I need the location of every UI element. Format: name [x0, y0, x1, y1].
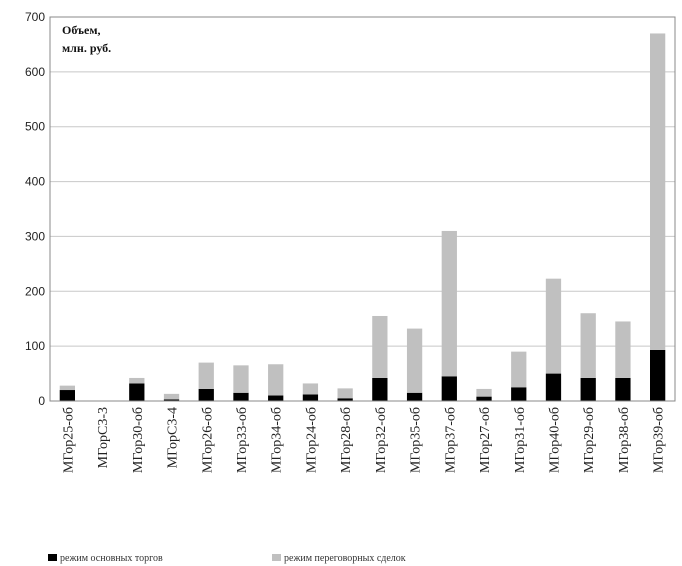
bar-segment-negotiated — [268, 364, 284, 396]
bar-segment-main — [372, 377, 388, 401]
legend: режим основных торгов режим переговорных… — [48, 553, 406, 564]
legend-label-negotiated: режим переговорных сделок — [284, 553, 406, 564]
x-tick-label: МГор33-об — [235, 407, 250, 473]
unit-label-line2: млн. руб. — [62, 41, 111, 55]
bar-segment-main — [233, 392, 249, 401]
x-tick-label: МГор24-об — [304, 407, 319, 473]
bar-segment-negotiated — [129, 377, 145, 384]
x-tick-label: МГор28-об — [339, 407, 354, 473]
x-tick-label: МГор35-об — [409, 407, 424, 473]
x-tick-label: МГор38-об — [617, 407, 632, 473]
x-tick-label: МГор30-об — [131, 407, 146, 473]
y-tick-label: 0 — [38, 394, 45, 408]
bar-segment-negotiated — [59, 385, 75, 391]
plot-frame — [49, 16, 676, 402]
y-tick-label: 200 — [25, 284, 45, 298]
bar-segment-main — [650, 349, 666, 401]
bar-segment-negotiated — [198, 362, 214, 389]
x-tick-label: МГор31-об — [513, 407, 528, 473]
x-tick-labels: МГор25-об МГорС3-3 МГор30-об МГорС3-4 МГор26… — [61, 407, 666, 473]
y-tick-labels: 0 100 200 300 400 500 600 700 — [25, 10, 45, 408]
bar-segment-main — [337, 398, 353, 401]
unit-label-line1: Объем, — [62, 23, 101, 37]
x-tick-label: МГор32-об — [374, 407, 389, 473]
bar-segment-main — [476, 396, 492, 401]
bar-segment-main — [441, 376, 457, 401]
bar-segment-negotiated — [511, 351, 527, 388]
x-tick-label: МГор34-об — [270, 407, 285, 473]
y-tick-label: 100 — [25, 339, 45, 353]
y-tick-label: 600 — [25, 65, 45, 79]
bar-segment-main — [268, 395, 284, 401]
bar-segment-main — [615, 377, 631, 401]
legend-swatch-main — [48, 554, 57, 561]
x-tick-label: МГор26-об — [200, 407, 215, 473]
bar-segment-negotiated — [233, 365, 249, 393]
x-tick-label: МГор39-об — [652, 407, 667, 473]
y-tick-label: 700 — [25, 10, 45, 24]
bar-segment-main — [198, 388, 214, 401]
bars — [59, 33, 666, 401]
x-tick-label: МГорС3-4 — [166, 407, 181, 468]
legend-label-main: режим основных торгов — [60, 553, 163, 564]
bar-segment-negotiated — [650, 33, 666, 350]
bar-segment-negotiated — [615, 321, 631, 378]
bar-segment-negotiated — [441, 230, 457, 377]
y-tick-label: 300 — [25, 229, 45, 243]
bar-segment-main — [406, 392, 423, 401]
legend-swatch-negotiated — [272, 554, 281, 561]
x-tick-label: МГор27-об — [478, 407, 493, 473]
x-tick-label: МГор37-об — [443, 407, 458, 473]
x-tick-label: МГор25-об — [61, 407, 76, 473]
bar-segment-negotiated — [580, 313, 596, 378]
bar-segment-main — [129, 383, 145, 401]
bar-segment-main — [302, 394, 319, 401]
x-tick-label: МГорС3-3 — [96, 407, 111, 468]
y-tick-label: 500 — [25, 120, 45, 134]
bar-segment-negotiated — [337, 388, 353, 399]
bar-segment-negotiated — [163, 393, 180, 400]
bar-segment-main — [163, 399, 180, 401]
bar-segment-negotiated — [302, 383, 319, 395]
bar-segment-main — [580, 377, 596, 401]
axes — [49, 16, 676, 402]
bar-segment-main — [545, 373, 562, 401]
bar-segment-main — [511, 387, 527, 401]
y-tick-label: 400 — [25, 175, 45, 189]
grid-lines — [50, 16, 675, 347]
bar-segment-negotiated — [545, 278, 562, 374]
x-tick-label: МГор40-об — [547, 407, 562, 473]
bar-segment-negotiated — [406, 328, 423, 393]
bar-segment-negotiated — [476, 388, 492, 397]
x-tick-label: МГор29-об — [582, 407, 597, 473]
bar-segment-negotiated — [372, 315, 388, 378]
bar-segment-main — [59, 390, 75, 401]
